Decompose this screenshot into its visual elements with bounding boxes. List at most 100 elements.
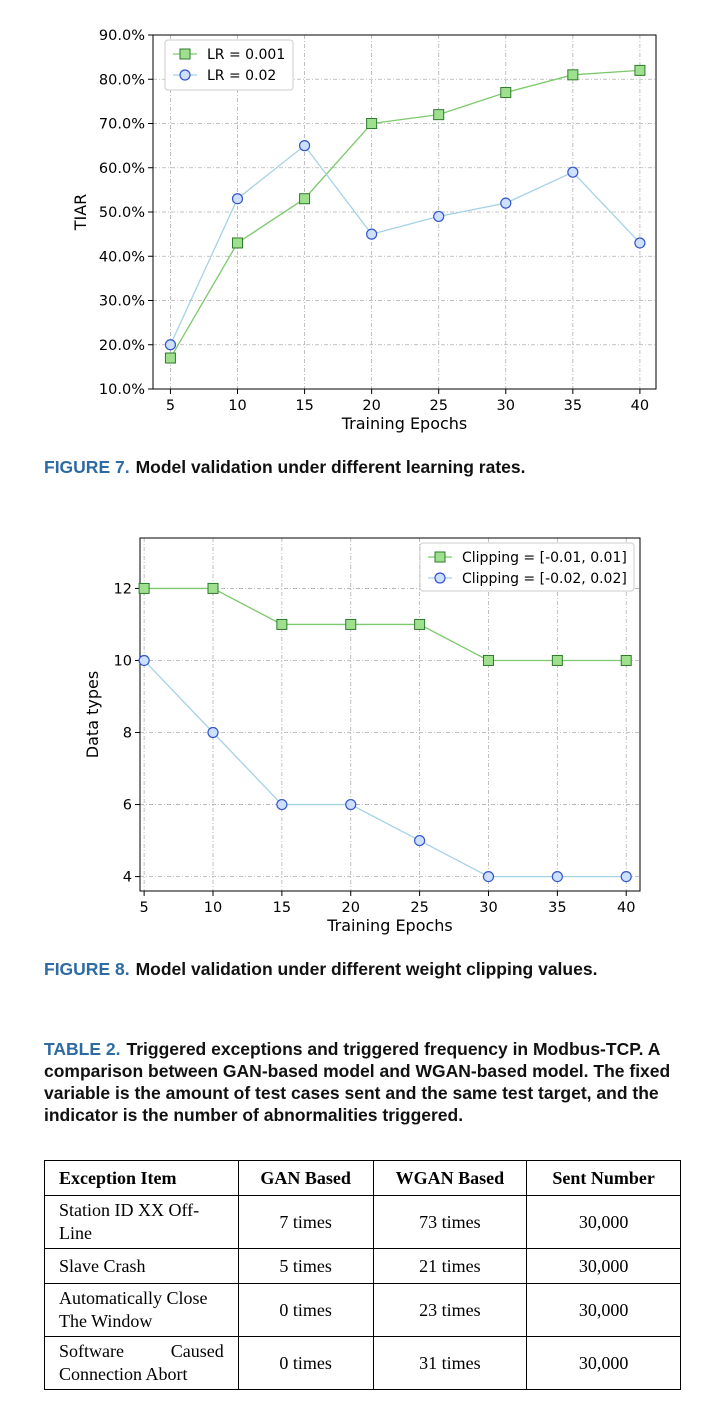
data-point-circle [231,193,244,205]
y-tick-label: 70.0% [99,117,145,133]
data-point-square [276,618,288,630]
figure7-label: FIGURE 7. [44,457,130,477]
y-tick-label: 80.0% [99,72,145,88]
cell-wgan-based: 31 times [372,1336,528,1390]
x-tick-label: 35 [548,900,566,916]
x-tick-label: 10 [204,900,222,916]
y-tick-label: 10 [114,653,132,669]
cell-exception-item: Automatically Close The Window [44,1283,239,1337]
data-point-circle [164,339,177,351]
cell-sent-number: 30,000 [526,1336,681,1390]
x-tick-label: 35 [564,398,582,414]
cell-wgan-based: 23 times [372,1283,528,1337]
data-point-circle [551,870,563,883]
x-tick-label: 20 [342,900,360,916]
table-row: Station ID XX Off-Line 7 times 73 times … [44,1195,681,1249]
data-point-square [232,237,244,249]
x-axis-label: Training Epochs [326,916,453,935]
data-point-square [551,654,563,666]
cell-exception-item: Station ID XX Off-Line [44,1195,239,1249]
x-tick-label: 30 [497,398,515,414]
data-point-square [482,654,494,666]
y-tick-label: 4 [123,870,132,886]
y-tick-label: 50.0% [99,205,145,221]
data-point-square [345,618,357,630]
cell-exception-item: Software Caused Connection Abort [44,1336,239,1390]
table-row: Slave Crash 5 times 21 times 30,000 [44,1248,681,1284]
data-point-square [366,118,378,129]
cell-gan-based: 0 times [237,1336,374,1390]
x-tick-label: 5 [140,900,149,916]
data-point-circle [500,197,512,209]
x-tick-label: 25 [429,398,447,414]
data-point-square [299,193,311,205]
y-tick-label: 12 [114,581,132,597]
legend: Clipping = [-0.01, 0.01] Clipping = [-0.0… [419,542,635,592]
data-point-circle [207,726,219,739]
data-point-square [433,109,445,121]
data-point-square [207,582,219,594]
series-line [144,587,627,662]
exceptions-table: Exception Item GAN Based WGAN Based Sent… [44,1160,681,1390]
data-point-square [414,618,426,630]
legend-marker-square [179,48,191,60]
data-types-clipping-chart: 5 10 15 20 25 30 35 40 4 6 8 10 12 Training Epochs Dat… [83,537,641,935]
series-line [143,660,627,878]
table2-label: TABLE 2. [44,1039,121,1059]
header-sent-number: Sent Number [526,1160,681,1196]
figure7-text: Model validation under different learnin… [135,457,526,477]
x-tick-label: 15 [295,398,313,414]
legend-label: Clipping = [-0.02, 0.02] [462,571,627,587]
data-point-square [138,582,150,594]
data-point-circle [345,798,357,811]
data-point-circle [366,228,378,240]
table2-caption-text: Triggered exceptions and triggered frequ… [44,1039,671,1125]
data-point-circle [567,166,579,178]
data-point-circle [634,237,646,249]
table-header-row: Exception Item GAN Based WGAN Based Sent… [44,1160,681,1196]
cell-exception-item: Slave Crash [44,1248,239,1284]
cell-sent-number: 30,000 [526,1248,681,1284]
cell-gan-based: 5 times [237,1248,374,1284]
x-tick-label: 30 [479,900,497,916]
data-point-square [500,87,512,99]
x-tick-label: 40 [631,398,649,414]
header-wgan-based: WGAN Based [372,1160,528,1196]
legend-marker-square [434,551,446,563]
x-tick-label: 40 [617,900,635,916]
x-axis-label: Training Epochs [341,414,468,433]
y-axis-label: Data types [83,671,102,758]
header-exception-item: Exception Item [44,1160,239,1196]
table-row: Automatically Close The Window 0 times 2… [44,1283,681,1337]
plot-frame [139,537,641,892]
y-tick-label: 10.0% [99,382,145,398]
figure8-text: Model validation under different weight … [135,959,598,979]
cell-gan-based: 0 times [237,1283,374,1337]
figure7-caption: FIGURE 7. Model validation under differen… [44,457,526,478]
legend-box [419,542,635,592]
x-tick-label: 15 [273,900,291,916]
series-line [169,69,640,359]
legend: LR = 0.001 LR = 0.02 [164,39,294,91]
x-tick-label: 20 [362,398,380,414]
x-tick-label: 25 [410,900,428,916]
data-point-circle [482,870,495,883]
cell-wgan-based: 73 times [372,1195,528,1249]
series-1 [164,64,646,364]
cell-sent-number: 30,000 [526,1283,681,1337]
cell-sent-number: 30,000 [526,1195,681,1249]
series-2 [164,140,646,351]
y-tick-label: 60.0% [99,161,145,177]
series-2 [138,654,632,883]
x-tick-label: 10 [228,398,246,414]
series-line [169,144,641,346]
data-point-circle [276,798,288,811]
data-point-square [620,654,632,666]
y-tick-label: 8 [123,726,132,742]
data-point-circle [298,140,311,152]
data-point-square [634,64,646,76]
legend-marker-circle [434,572,446,584]
figure8-caption: FIGURE 8. Model validation under differen… [44,959,597,980]
cell-wgan-based: 21 times [372,1248,528,1284]
data-point-square [164,352,176,364]
